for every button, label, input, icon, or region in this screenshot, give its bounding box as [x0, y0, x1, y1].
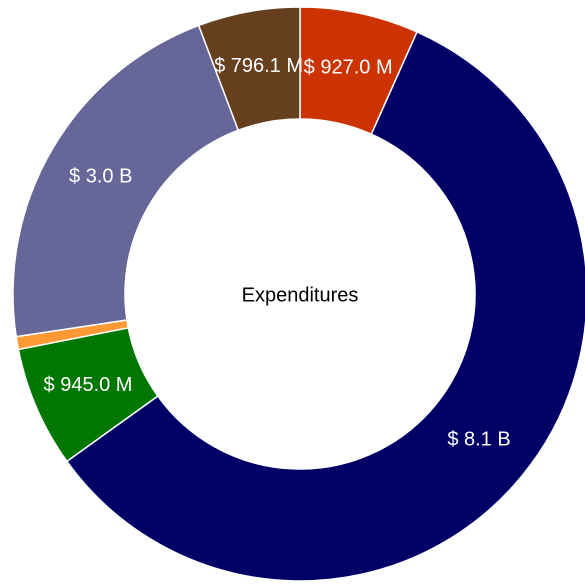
donut-segment	[197, 6, 301, 132]
data-label: $ 945.0 M	[44, 374, 133, 396]
data-label: $ 927.0 M	[304, 56, 393, 78]
data-label: $ 8.1 B	[447, 428, 510, 450]
data-label: $ 3.0 B	[69, 165, 132, 187]
donut-segment	[12, 24, 240, 338]
donut-segment	[65, 30, 585, 582]
data-label: $ 796.1 M	[214, 55, 303, 77]
chart-title: Expenditures	[242, 284, 359, 306]
